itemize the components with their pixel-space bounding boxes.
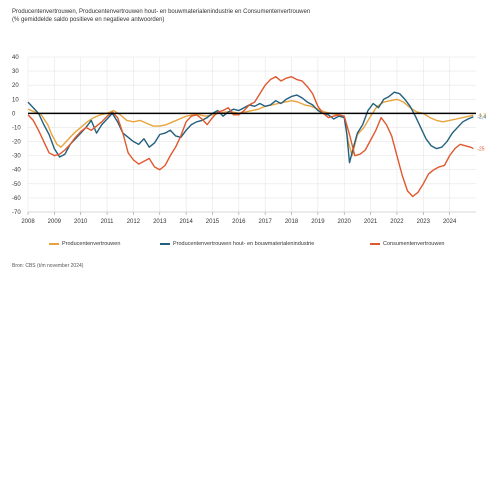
y-tick-label: 40 xyxy=(12,55,19,61)
x-tick-label: 2019 xyxy=(311,219,325,225)
legend-label-consumentenvertrouwen: Consumentenvertrouwen xyxy=(383,241,445,247)
y-tick-label: -20 xyxy=(12,140,21,146)
x-tick-label: 2024 xyxy=(443,219,457,225)
chart-title: Producentenvertrouwen, Producentenvertro… xyxy=(12,9,311,15)
series-line-hout_bouw xyxy=(27,91,474,164)
chart-header: Producentenvertrouwen, Producentenvertro… xyxy=(12,8,482,24)
legend-swatch-producentenvertrouwen xyxy=(49,243,59,245)
x-tick-label: 2023 xyxy=(417,219,431,225)
x-tick-label: 2011 xyxy=(101,219,115,225)
x-tick-label: 2013 xyxy=(153,219,167,225)
chart-subtitle: (% gemiddelde saldo positieve en negatie… xyxy=(12,17,165,23)
series-line-producentenvertrouwen xyxy=(27,98,474,157)
end-label-producentenvertrouwen: -1,3 xyxy=(477,113,486,119)
y-tick-label: 0 xyxy=(12,111,16,117)
end-label-hout_bouw: -2,4 xyxy=(477,115,486,121)
y-tick-label: -10 xyxy=(12,125,21,131)
y-tick-label: -40 xyxy=(12,168,21,174)
x-tick-label: 2020 xyxy=(338,219,352,225)
y-tick-label: -70 xyxy=(12,210,21,216)
legend-label-producentenvertrouwen: Producentenvertrouwen xyxy=(62,241,121,247)
legend-label-hout-bouw: Producentenvertrouwen hout- en bouwmater… xyxy=(173,241,315,247)
legend-item-consumentenvertrouwen: Consumentenvertrouwen xyxy=(370,241,444,247)
x-tick-label: 2021 xyxy=(364,219,378,225)
y-tick-label: -50 xyxy=(12,182,21,188)
chart-source: Bron: CBS (t/m november 2024) xyxy=(12,263,84,269)
y-tick-label: 10 xyxy=(12,97,19,103)
series-line-consumentenvertrouwen xyxy=(27,76,474,198)
legend-item-hout-bouw: Producentenvertrouwen hout- en bouwmater… xyxy=(160,241,314,247)
x-tick-label: 2022 xyxy=(390,219,404,225)
y-tick-label: 30 xyxy=(12,69,19,75)
x-tick-label: 2010 xyxy=(74,219,88,225)
legend-item-producentenvertrouwen: Producentenvertrouwen xyxy=(49,241,120,247)
end-label-consumentenvertrouwen: -25 xyxy=(477,147,484,153)
y-tick-label: -30 xyxy=(12,154,21,160)
y-tick-label: -60 xyxy=(12,196,21,202)
x-tick-label: 2008 xyxy=(21,219,35,225)
x-tick-label: 2009 xyxy=(48,219,62,225)
legend-swatch-consumentenvertrouwen xyxy=(370,243,380,245)
x-tick-label: 2016 xyxy=(232,219,246,225)
x-tick-label: 2018 xyxy=(285,219,299,225)
x-tick-label: 2012 xyxy=(127,219,141,225)
x-tick-label: 2014 xyxy=(179,219,193,225)
y-tick-label: 20 xyxy=(12,83,19,89)
x-tick-label: 2015 xyxy=(206,219,220,225)
chart-legend: Producentenvertrouwen Producentenvertrou… xyxy=(0,241,500,251)
x-tick-label: 2017 xyxy=(258,219,272,225)
legend-swatch-hout-bouw xyxy=(160,243,170,245)
